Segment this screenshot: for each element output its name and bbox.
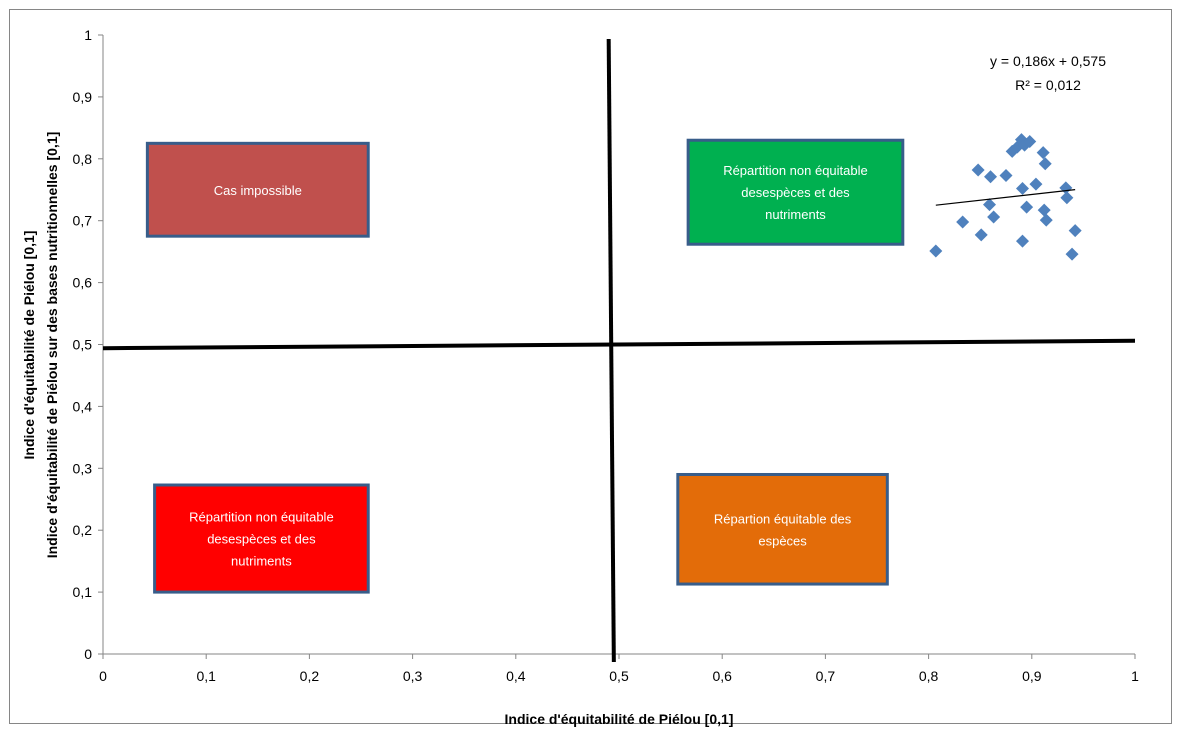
x-tick-label: 0,2 [300, 668, 320, 684]
annotation-box [153, 483, 370, 594]
data-points [929, 133, 1082, 261]
y-tick-label: 0,7 [73, 213, 93, 229]
trendline-equation: y = 0,186x + 0,575 [990, 53, 1106, 69]
x-axis-title: Indice d'équitabilité de Piélou [0,1] [505, 711, 734, 727]
y-tick-label: 0 [84, 646, 92, 662]
data-point [984, 170, 998, 184]
y-tick-label: 0,2 [73, 522, 93, 538]
y-tick-label: 0,8 [73, 151, 93, 167]
x-tick-label: 0,9 [1022, 668, 1042, 684]
data-point [1037, 203, 1051, 217]
annotation-box-label: Répartition non équitable [723, 163, 868, 178]
x-tick-label: 0,7 [816, 668, 836, 684]
data-point [999, 169, 1013, 183]
data-point [1036, 146, 1050, 160]
trendline-group [935, 189, 1076, 206]
x-tick-label: 0,8 [919, 668, 939, 684]
y-axis-title-line-1: Indice d'équitabilité de Piélou [0,1] [21, 231, 37, 460]
annotation-box-label: desespèces et des [207, 532, 316, 547]
y-tick-label: 0,1 [73, 584, 93, 600]
quadrant-dividers [102, 38, 1136, 663]
annotation-box-label: Répartition non équitable [189, 510, 334, 525]
y-axis-ticks: 0 0,1 0,2 0,3 0,4 0,5 0,6 0,7 0,8 0,9 1 [73, 27, 103, 662]
x-tick-label: 0,6 [712, 668, 732, 684]
chart-outer-frame [9, 9, 1172, 724]
annotation-box-label: desespèces et des [741, 185, 850, 200]
y-axis-title-line-2: Indice d'équitabilité de Piélou sur des … [44, 132, 60, 559]
data-point [1016, 182, 1030, 196]
data-point [1065, 247, 1079, 261]
y-tick-label: 0,4 [73, 398, 93, 414]
data-point [971, 163, 985, 177]
y-tick-label: 0,6 [73, 275, 93, 291]
data-point [1068, 224, 1082, 238]
y-tick-label: 0,9 [73, 89, 93, 105]
annotation-box-label: Répartion équitable des [714, 511, 852, 526]
horizontal-divider-line [102, 338, 1136, 351]
data-point [1060, 191, 1074, 205]
annotation-box-label: Cas impossible [214, 183, 302, 198]
data-point [974, 228, 988, 242]
annotation-boxes: Cas impossible Répartition non équitable d… [145, 138, 905, 594]
x-tick-label: 0 [99, 668, 107, 684]
x-tick-label: 0,3 [403, 668, 423, 684]
y-tick-label: 0,5 [73, 337, 93, 353]
x-tick-label: 0,5 [609, 668, 629, 684]
data-point [982, 198, 996, 212]
x-axis-ticks: 0 0,1 0,2 0,3 0,4 0,5 0,6 0,7 0,8 0,9 1 [99, 654, 1139, 684]
data-point [1020, 200, 1034, 214]
data-point [929, 244, 943, 258]
x-tick-label: 0,4 [506, 668, 526, 684]
trendline-r-squared: R² = 0,012 [1015, 77, 1081, 93]
annotation-box-label: espèces [758, 533, 807, 548]
data-point [1029, 177, 1043, 191]
data-point [1023, 134, 1037, 148]
data-point [987, 210, 1001, 224]
data-point [956, 215, 970, 229]
data-point [1039, 213, 1053, 227]
annotation-box [686, 138, 905, 246]
annotation-box-label: nutriments [765, 207, 826, 222]
y-tick-label: 1 [84, 27, 92, 43]
vertical-divider-line [606, 38, 616, 663]
data-point [1016, 234, 1030, 248]
trendline [935, 189, 1076, 206]
x-tick-label: 1 [1131, 668, 1139, 684]
x-tick-label: 0,1 [196, 668, 216, 684]
annotation-box-label: nutriments [231, 554, 292, 569]
y-tick-label: 0,3 [73, 460, 93, 476]
data-point [1038, 157, 1052, 171]
annotation-box [145, 141, 370, 238]
annotation-box [676, 472, 889, 586]
